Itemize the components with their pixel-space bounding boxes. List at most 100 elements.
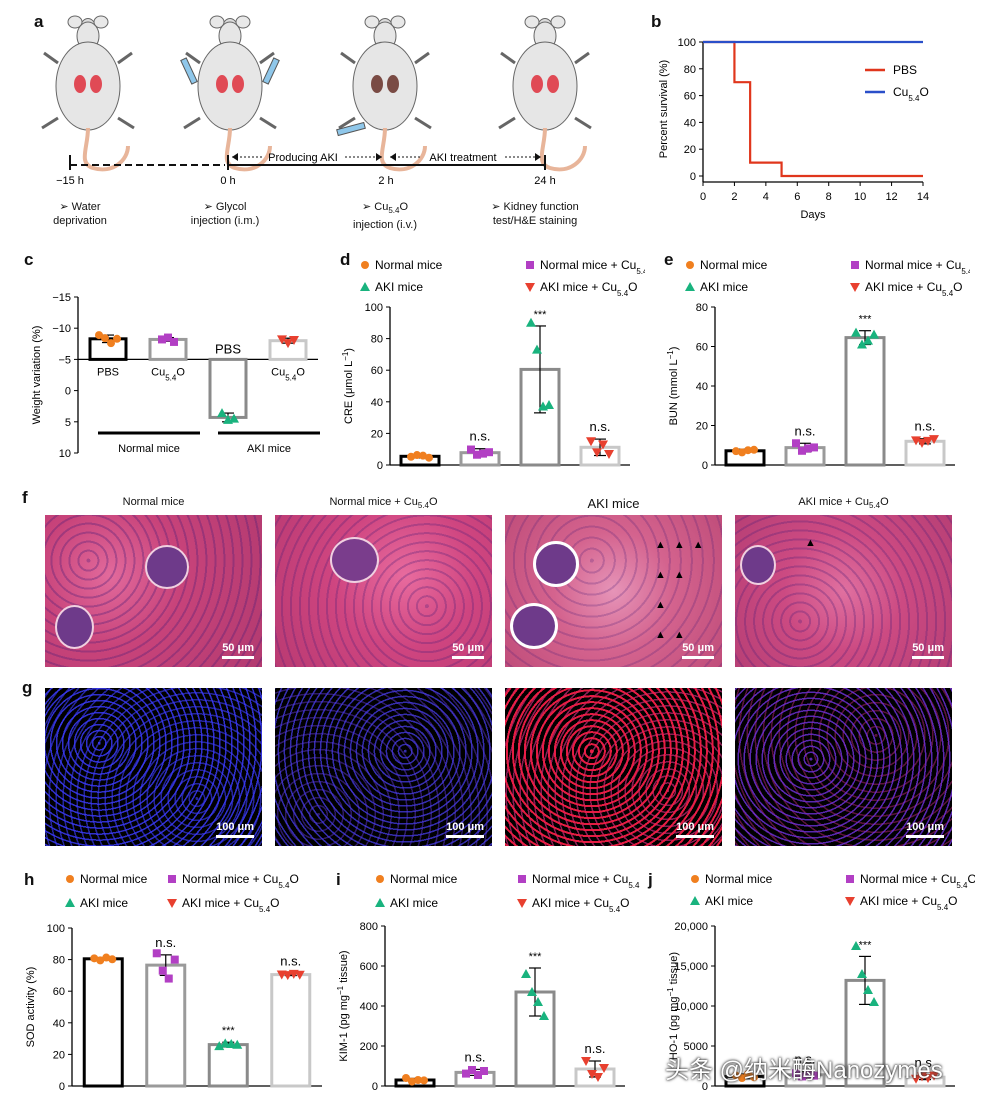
data-point bbox=[220, 1038, 231, 1048]
y-tick-label: 20 bbox=[684, 144, 696, 156]
data-point bbox=[402, 1074, 410, 1082]
data-point bbox=[911, 436, 921, 446]
y-tick-label: 200 bbox=[360, 1041, 378, 1053]
label-text: Cu bbox=[271, 366, 285, 378]
legend-marker bbox=[691, 875, 699, 883]
chart-kim1: 0 200 400 600 800 KIM-1 (pg mg−1 tissue) n.s. *… bbox=[336, 872, 641, 1093]
panel-label-g: g bbox=[22, 678, 33, 697]
data-point bbox=[468, 1066, 476, 1074]
label-text: O bbox=[639, 872, 640, 886]
significance-label: n.s. bbox=[795, 1052, 816, 1067]
data-point bbox=[586, 437, 596, 447]
legend-label: AKI mice bbox=[80, 896, 128, 910]
scale-bar: 50 μm bbox=[912, 642, 944, 659]
legend-marker bbox=[65, 898, 75, 907]
label-subscript: 5.4 bbox=[617, 289, 629, 298]
data-point bbox=[152, 949, 161, 958]
timeline-label: 0 h bbox=[220, 175, 235, 187]
significance-label: n.s. bbox=[280, 954, 301, 969]
x-tick-label: 6 bbox=[794, 191, 800, 203]
category-label: PBS bbox=[97, 366, 119, 378]
he-image-aki-cu: ▲ 50 μm bbox=[735, 515, 952, 667]
step-cu-injection: ➢ Cu5.4O injection (i.v.) bbox=[353, 201, 417, 232]
label-text: AKI mice + Cu bbox=[532, 896, 609, 910]
data-point bbox=[929, 1071, 939, 1081]
data-point bbox=[581, 1057, 591, 1066]
data-point bbox=[744, 1070, 752, 1078]
step-kidney-test: ➢ Kidney function test/H&E staining bbox=[491, 201, 579, 227]
data-point bbox=[90, 954, 99, 963]
data-point bbox=[95, 331, 103, 340]
data-point bbox=[289, 336, 299, 346]
label-text: O bbox=[270, 896, 279, 910]
y-tick-label: 600 bbox=[360, 961, 378, 973]
label-text: Cu bbox=[893, 85, 908, 99]
data-point bbox=[923, 436, 933, 446]
dhe-image-aki-cu: 100 μm bbox=[735, 688, 952, 846]
y-tick-label: −15 bbox=[52, 292, 71, 304]
y-axis-label: HO-1 (pg mg−1 tissue) bbox=[666, 952, 681, 1060]
label-subscript: 5.4 bbox=[956, 881, 968, 890]
data-point bbox=[923, 1074, 933, 1083]
y-tick-label: 100 bbox=[47, 923, 65, 935]
data-point bbox=[810, 1071, 818, 1080]
he-title-normal-cu: Normal mice + Cu5.4O bbox=[329, 496, 438, 511]
y-axis-label: Percent survival (%) bbox=[658, 60, 670, 158]
data-point bbox=[917, 438, 927, 448]
data-point bbox=[598, 440, 608, 450]
group-label: AKI mice bbox=[247, 443, 291, 455]
bar bbox=[207, 1043, 249, 1088]
y-tick-label: 800 bbox=[360, 921, 378, 933]
label-text: O bbox=[296, 366, 305, 378]
x-tick-label: 12 bbox=[885, 191, 897, 203]
data-point bbox=[108, 955, 117, 964]
data-point bbox=[929, 435, 939, 445]
label-text: O bbox=[620, 896, 629, 910]
bar bbox=[208, 357, 248, 419]
y-tick-label: 40 bbox=[371, 397, 383, 409]
legend-marker bbox=[168, 875, 176, 883]
label-subscript: 5.4 bbox=[908, 94, 920, 103]
legend-marker bbox=[167, 899, 177, 908]
chart-bun: 0 20 40 60 80 BUN (mmol L−1) n.s. *** n.s. Normal… bbox=[666, 258, 971, 470]
data-point bbox=[96, 956, 105, 965]
y-tick-label: 40 bbox=[53, 1018, 65, 1030]
data-point bbox=[232, 1039, 243, 1049]
timeline-label: −15 h bbox=[56, 175, 84, 187]
chart-survival: 0 20 40 60 80 100 0 2 4 6 8 10 12 14 Days Percent survi… bbox=[658, 37, 929, 221]
data-point bbox=[792, 1069, 800, 1078]
legend-label: Normal mice bbox=[700, 258, 768, 272]
phase-producing-aki: Producing AKI bbox=[268, 152, 338, 164]
panel-label-a: a bbox=[34, 12, 44, 31]
data-point bbox=[407, 452, 415, 461]
label-text: O bbox=[967, 872, 975, 886]
timeline-label: 2 h bbox=[378, 175, 393, 187]
legend-label: AKI mice + Cu5.4O bbox=[860, 894, 958, 912]
data-point bbox=[869, 997, 879, 1006]
legend-marker bbox=[360, 282, 370, 291]
legend-label: AKI mice + Cu5.4O bbox=[865, 280, 963, 298]
label-text: tissue) bbox=[338, 950, 350, 985]
data-point bbox=[732, 1071, 740, 1080]
data-point bbox=[408, 1077, 416, 1086]
data-point bbox=[467, 445, 475, 454]
scale-bar: 100 μm bbox=[676, 821, 714, 838]
data-point bbox=[158, 335, 166, 344]
data-point bbox=[107, 339, 115, 348]
legend-label: Normal mice + Cu5.4O bbox=[540, 258, 645, 276]
legend-label: AKI mice + Cu5.4O bbox=[182, 896, 280, 914]
significance-label: *** bbox=[859, 314, 873, 326]
legend-label: Normal mice + Cu5.4O bbox=[532, 872, 640, 890]
he-image-normal-cu: 50 μm bbox=[275, 515, 492, 667]
data-point bbox=[425, 453, 433, 462]
y-tick-label: −5 bbox=[58, 354, 71, 366]
label-subscript: 5.4 bbox=[285, 373, 297, 382]
bar bbox=[270, 973, 312, 1088]
data-point bbox=[214, 1041, 225, 1051]
label-text: AKI mice + Cu bbox=[182, 896, 259, 910]
bar bbox=[904, 439, 946, 467]
legend-marker bbox=[525, 283, 535, 292]
panel-label-j: j bbox=[648, 870, 653, 889]
panel-label-d: d bbox=[340, 250, 351, 269]
